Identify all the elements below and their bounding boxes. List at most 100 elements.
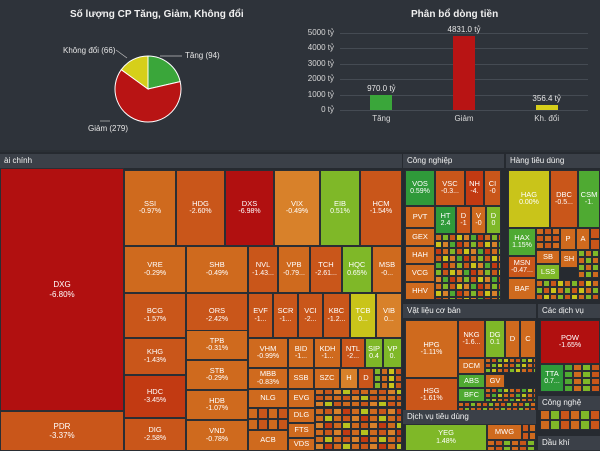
minor-stock-tile[interactable] xyxy=(515,393,521,398)
minor-stock-tile[interactable] xyxy=(315,408,324,415)
stock-tile-hdb[interactable]: HDB -1.07% xyxy=(186,390,248,420)
minor-stock-tile[interactable] xyxy=(342,408,351,415)
minor-stock-tile[interactable] xyxy=(248,408,258,419)
minor-stock-tile[interactable] xyxy=(369,408,378,415)
minor-stock-tile[interactable] xyxy=(360,408,369,415)
minor-stock-tile[interactable] xyxy=(485,363,491,368)
minor-stock-tile[interactable] xyxy=(491,262,498,269)
minor-stock-tile[interactable] xyxy=(351,389,360,395)
minor-stock-tile[interactable] xyxy=(442,297,449,300)
minor-stock-tile[interactable] xyxy=(351,401,360,407)
minor-stock-tile[interactable] xyxy=(592,294,599,300)
minor-stock-tile[interactable] xyxy=(442,248,449,255)
minor-stock-tile[interactable] xyxy=(449,255,456,262)
minor-stock-tile[interactable] xyxy=(533,368,536,373)
minor-stock-tile[interactable] xyxy=(360,395,369,401)
minor-stock-tile[interactable] xyxy=(369,401,378,407)
minor-stock-tile[interactable] xyxy=(248,419,258,430)
stock-tile-pvt[interactable]: PVT xyxy=(405,206,435,228)
minor-stock-tile[interactable] xyxy=(498,269,501,276)
minor-stock-tile[interactable] xyxy=(564,364,573,371)
minor-stock-tile[interactable] xyxy=(435,269,442,276)
stock-tile-evg[interactable]: EVG xyxy=(288,389,315,408)
minor-stock-tile[interactable] xyxy=(485,388,491,393)
minor-stock-tile[interactable] xyxy=(333,401,342,407)
minor-stock-tile[interactable] xyxy=(521,388,527,393)
minor-stock-tile[interactable] xyxy=(342,429,351,436)
minor-stock-tile[interactable] xyxy=(477,234,484,241)
stock-tile-msb[interactable]: MSB -0... xyxy=(372,246,402,293)
minor-stock-tile[interactable] xyxy=(351,429,360,436)
minor-stock-tile[interactable] xyxy=(550,294,557,300)
stock-tile-stb[interactable]: STB -0.29% xyxy=(186,360,248,390)
minor-stock-tile[interactable] xyxy=(498,248,501,255)
minor-stock-tile[interactable] xyxy=(324,429,333,436)
minor-stock-tile[interactable] xyxy=(487,446,495,451)
minor-stock-tile[interactable] xyxy=(519,440,527,446)
minor-stock-tile[interactable] xyxy=(442,262,449,269)
minor-stock-tile[interactable] xyxy=(491,269,498,276)
minor-stock-tile[interactable] xyxy=(571,287,578,294)
minor-stock-tile[interactable] xyxy=(342,422,351,429)
minor-stock-tile[interactable] xyxy=(463,248,470,255)
minor-stock-tile[interactable] xyxy=(540,410,550,420)
minor-stock-tile[interactable] xyxy=(533,388,536,393)
stock-tile-yeg[interactable]: YEG 1.48% xyxy=(405,424,487,451)
stock-tile-sb[interactable]: SB xyxy=(536,250,560,264)
stock-tile-hqc[interactable]: HQC 0.65% xyxy=(342,246,372,293)
minor-stock-tile[interactable] xyxy=(527,393,533,398)
minor-stock-tile[interactable] xyxy=(470,297,477,300)
minor-stock-tile[interactable] xyxy=(342,395,351,401)
minor-stock-tile[interactable] xyxy=(491,283,498,290)
minor-stock-tile[interactable] xyxy=(560,410,570,420)
minor-stock-tile[interactable] xyxy=(396,408,402,415)
stock-tile-tta[interactable]: TTA 0.7... xyxy=(540,364,564,392)
minor-stock-tile[interactable] xyxy=(442,269,449,276)
stock-tile-hsg[interactable]: HSG -1.61% xyxy=(405,378,458,412)
minor-stock-tile[interactable] xyxy=(463,276,470,283)
stock-tile-hpg[interactable]: HPG -1.11% xyxy=(405,320,458,378)
minor-stock-tile[interactable] xyxy=(463,290,470,297)
minor-stock-tile[interactable] xyxy=(315,436,324,443)
minor-stock-tile[interactable] xyxy=(509,388,515,393)
minor-stock-tile[interactable] xyxy=(477,248,484,255)
minor-stock-tile[interactable] xyxy=(324,415,333,422)
minor-stock-tile[interactable] xyxy=(503,358,509,363)
sector-header[interactable]: Công nghệ xyxy=(538,396,600,410)
minor-stock-tile[interactable] xyxy=(449,290,456,297)
stock-tile-shb[interactable]: SHB -0.49% xyxy=(186,246,248,293)
sector-header[interactable]: Dầu khí xyxy=(538,436,600,450)
minor-stock-tile[interactable] xyxy=(484,290,491,297)
minor-stock-tile[interactable] xyxy=(536,294,543,300)
minor-stock-tile[interactable] xyxy=(395,375,402,382)
minor-stock-tile[interactable] xyxy=(522,432,529,440)
minor-stock-tile[interactable] xyxy=(527,368,533,373)
stock-tile-gv[interactable]: GV xyxy=(485,374,505,388)
minor-stock-tile[interactable] xyxy=(484,262,491,269)
minor-stock-tile[interactable] xyxy=(449,269,456,276)
stock-tile-gex[interactable]: GEX xyxy=(405,228,435,246)
minor-stock-tile[interactable] xyxy=(564,287,571,294)
stock-tile-dig[interactable]: DIG -2.58% xyxy=(124,418,186,451)
minor-stock-tile[interactable] xyxy=(515,388,521,393)
stock-tile-nh[interactable]: NH -4. xyxy=(465,170,484,206)
minor-stock-tile[interactable] xyxy=(435,241,442,248)
minor-stock-tile[interactable] xyxy=(497,398,503,402)
minor-stock-tile[interactable] xyxy=(582,378,591,385)
minor-stock-tile[interactable] xyxy=(497,393,503,398)
minor-stock-tile[interactable] xyxy=(491,368,497,373)
minor-stock-tile[interactable] xyxy=(585,250,592,257)
minor-stock-tile[interactable] xyxy=(374,382,381,389)
minor-stock-tile[interactable] xyxy=(582,385,591,392)
minor-stock-tile[interactable] xyxy=(570,420,580,430)
minor-stock-tile[interactable] xyxy=(351,408,360,415)
minor-stock-tile[interactable] xyxy=(381,382,388,389)
stock-tile-vcg[interactable]: VCG xyxy=(405,264,435,282)
minor-stock-tile[interactable] xyxy=(360,443,369,450)
minor-stock-tile[interactable] xyxy=(435,255,442,262)
stock-tile-vix[interactable]: VIX -0.49% xyxy=(274,170,320,246)
bar-0[interactable] xyxy=(370,95,393,110)
minor-stock-tile[interactable] xyxy=(533,358,536,363)
stock-tile-dcm[interactable]: DCM xyxy=(458,358,485,374)
stock-tile-kdh[interactable]: KDH -1... xyxy=(314,338,341,368)
